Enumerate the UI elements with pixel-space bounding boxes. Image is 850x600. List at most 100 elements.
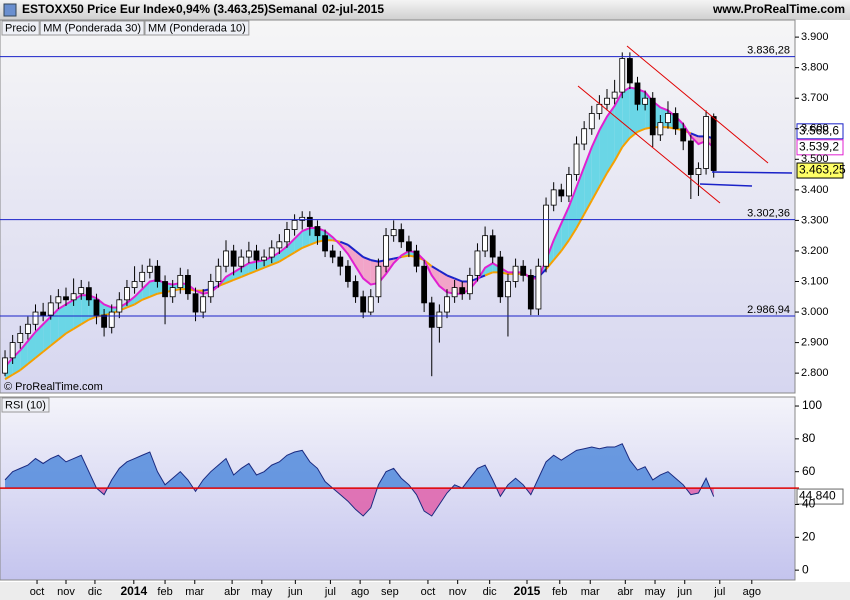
watermark: © ProRealTime.com bbox=[4, 381, 103, 393]
candle-body bbox=[672, 113, 679, 130]
x-axis-strip bbox=[0, 582, 850, 600]
x-tick-label: jun bbox=[287, 586, 303, 598]
ma-fill bbox=[302, 228, 310, 248]
x-tick-label: nov bbox=[57, 586, 75, 598]
price-label-box bbox=[796, 139, 844, 156]
candle-body bbox=[268, 247, 275, 258]
price-label: 3.463,25 bbox=[799, 163, 846, 177]
candle-body bbox=[329, 250, 336, 258]
candle-body bbox=[24, 323, 31, 334]
ma30-line bbox=[560, 239, 570, 252]
legend-label: Precio bbox=[5, 22, 36, 34]
ma30-line bbox=[568, 227, 578, 241]
rsi-line bbox=[4, 443, 715, 517]
candle-body bbox=[245, 250, 252, 258]
candle-body bbox=[306, 216, 313, 227]
candle-body bbox=[253, 250, 260, 261]
candle-body bbox=[703, 116, 709, 169]
channel-line bbox=[626, 45, 769, 164]
ma30-line bbox=[347, 244, 357, 252]
x-tick-label: jul bbox=[324, 586, 336, 598]
candle-body bbox=[284, 229, 290, 243]
legend-box bbox=[144, 20, 250, 36]
header-bar bbox=[0, 0, 850, 20]
candle-body bbox=[634, 82, 641, 105]
y-tick-label: 3.900 bbox=[801, 31, 829, 43]
ma30-line bbox=[629, 131, 639, 139]
rsi-value-box bbox=[796, 488, 844, 505]
ma30-line bbox=[256, 266, 265, 272]
candle-body bbox=[276, 241, 283, 249]
channel-line bbox=[577, 85, 721, 204]
ma30-line bbox=[34, 350, 44, 359]
candle-body bbox=[17, 333, 24, 343]
site: www.ProRealTime.com bbox=[712, 2, 845, 16]
candle-body bbox=[230, 250, 237, 267]
ma30-line bbox=[606, 160, 616, 174]
y-tick-label: 3.800 bbox=[801, 62, 829, 74]
ma-fill bbox=[561, 206, 569, 251]
legend-label: MM (Ponderada 30) bbox=[43, 22, 141, 34]
ma30-line bbox=[484, 271, 494, 277]
y-tick-label: 3.100 bbox=[801, 275, 829, 287]
ma30-line bbox=[613, 146, 624, 162]
candle-body bbox=[421, 265, 428, 304]
x-tick-label: abr bbox=[617, 586, 633, 598]
ma30-line bbox=[583, 200, 593, 215]
candle-body bbox=[215, 265, 222, 282]
candle-body bbox=[207, 281, 214, 298]
candle-body bbox=[596, 103, 603, 114]
candle-body bbox=[32, 311, 39, 325]
ma10-line bbox=[4, 86, 715, 368]
candle-body bbox=[299, 216, 306, 221]
ma-fill bbox=[614, 92, 623, 161]
candle-body bbox=[169, 287, 176, 298]
x-tick-label: feb bbox=[157, 586, 172, 598]
ma-fill bbox=[553, 223, 562, 261]
candle-body bbox=[55, 296, 62, 304]
y-tick-label: 60 bbox=[802, 464, 816, 478]
ma30-line bbox=[42, 344, 52, 353]
candle-body bbox=[124, 287, 130, 301]
ma-fill bbox=[431, 266, 440, 287]
x-tick-label: mar bbox=[185, 586, 204, 598]
ma-fill bbox=[149, 279, 158, 297]
candle-body bbox=[566, 174, 572, 197]
x-tick-label: mar bbox=[581, 586, 600, 598]
x-tick-label: may bbox=[645, 586, 666, 598]
period: Semanal bbox=[268, 2, 317, 16]
candle-body bbox=[63, 296, 69, 301]
candle-body bbox=[428, 302, 435, 328]
ma-fill bbox=[294, 231, 303, 253]
rsi-title: RSI (10) bbox=[5, 399, 46, 411]
ma-fill bbox=[622, 87, 630, 148]
ma30-line bbox=[438, 269, 448, 277]
candle-body bbox=[185, 274, 191, 295]
x-tick-label: may bbox=[251, 586, 272, 598]
candle-body bbox=[261, 256, 268, 261]
legend-box bbox=[1, 20, 40, 36]
x-tick-label: ago bbox=[351, 586, 369, 598]
price-label: 3.568,6 bbox=[799, 123, 839, 137]
candle-body bbox=[78, 287, 85, 295]
x-tick-label: nov bbox=[449, 586, 467, 598]
ma30-line bbox=[294, 247, 303, 254]
candle-body bbox=[345, 265, 351, 282]
ma30-line bbox=[401, 254, 410, 259]
candle-body bbox=[139, 271, 146, 282]
x-tick-label: oct bbox=[30, 586, 45, 598]
candle-body bbox=[2, 357, 8, 374]
candle-body bbox=[116, 299, 123, 313]
ma30-line bbox=[339, 240, 349, 246]
ma30-line bbox=[73, 323, 82, 330]
ma30-line bbox=[301, 243, 311, 249]
rsi-value-label: 44,840 bbox=[799, 489, 836, 503]
ma-fill bbox=[50, 308, 59, 346]
ma30-line bbox=[141, 295, 151, 301]
candle-body bbox=[710, 116, 717, 171]
candle-body bbox=[9, 342, 16, 359]
x-tick-label: feb bbox=[552, 586, 567, 598]
price-label-box bbox=[796, 123, 844, 140]
candle-body bbox=[535, 265, 542, 310]
candle-body bbox=[238, 256, 245, 267]
